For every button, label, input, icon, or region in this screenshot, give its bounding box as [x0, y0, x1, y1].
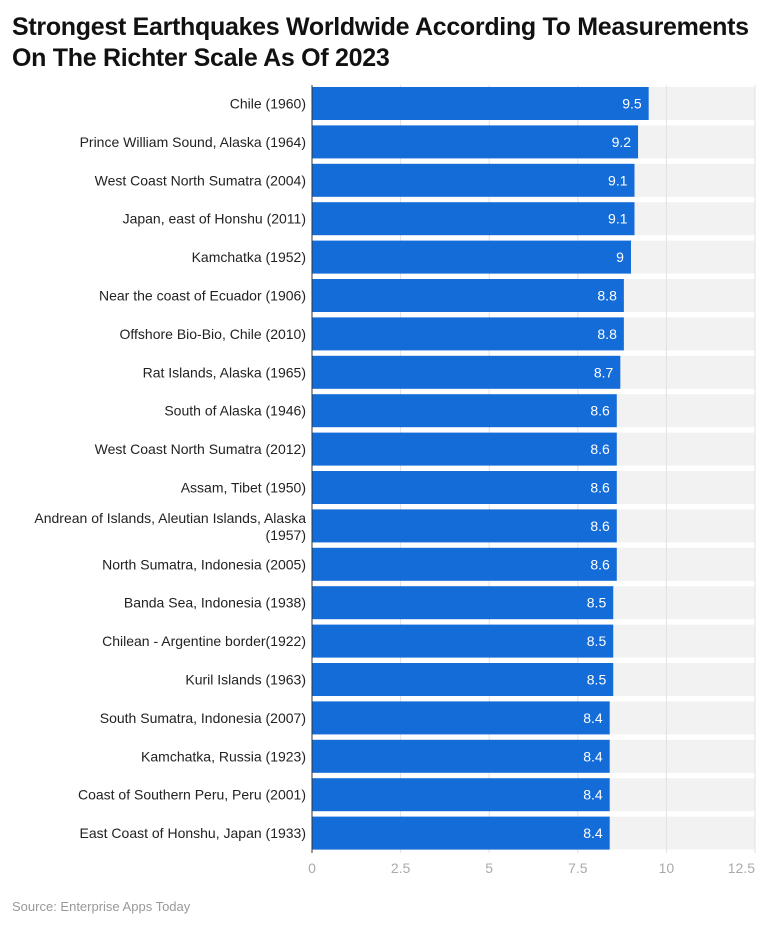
data-label: 8.4	[583, 710, 603, 726]
data-label: 8.6	[590, 518, 610, 534]
category-label: North Sumatra, Indonesia (2005)	[102, 556, 306, 572]
category-label: Chile (1960)	[230, 96, 306, 112]
category-label: Banda Sea, Indonesia (1938)	[124, 595, 306, 611]
data-label: 8.8	[597, 288, 617, 304]
bar	[312, 163, 635, 197]
bar	[312, 816, 610, 850]
source-note: Source: Enterprise Apps Today	[12, 899, 191, 914]
bar	[312, 125, 639, 159]
data-label: 8.6	[590, 480, 610, 496]
category-label: East Coast of Honshu, Japan (1933)	[80, 825, 306, 841]
bar	[312, 355, 621, 389]
data-label: 8.5	[587, 595, 607, 611]
category-label: Near the coast of Ecuador (1906)	[99, 288, 306, 304]
bar	[312, 87, 649, 120]
data-label: 8.5	[587, 633, 607, 649]
data-label: 9.1	[608, 172, 628, 188]
category-label: Andrean of Islands, Aleutian Islands, Al…	[34, 510, 306, 543]
chart-title: Strongest Earthquakes Worldwide Accordin…	[12, 13, 749, 72]
bar	[312, 663, 614, 696]
data-label: 9.5	[622, 96, 642, 112]
data-label: 8.4	[583, 748, 603, 764]
category-label: Kamchatka (1952)	[192, 249, 306, 265]
category-label: Prince William Sound, Alaska (1964)	[80, 134, 306, 150]
category-label: West Coast North Sumatra (2004)	[95, 172, 306, 188]
x-tick-label: 12.5	[728, 860, 755, 876]
bar	[312, 240, 631, 274]
category-label: Rat Islands, Alaska (1965)	[143, 364, 306, 380]
data-label: 8.6	[590, 556, 610, 572]
bar	[312, 624, 614, 658]
x-tick-label: 5	[485, 860, 493, 876]
category-label: Offshore Bio-Bio, Chile (2010)	[120, 326, 307, 342]
bar	[312, 432, 617, 466]
category-label: Kuril Islands (1963)	[185, 672, 306, 688]
data-label: 8.8	[597, 326, 617, 342]
data-label: 8.5	[587, 672, 607, 688]
category-label: South Sumatra, Indonesia (2007)	[100, 710, 306, 726]
bar	[312, 509, 617, 543]
x-tick-label: 10	[659, 860, 675, 876]
bar	[312, 317, 624, 351]
x-tick-label: 2.5	[391, 860, 411, 876]
data-label: 8.4	[583, 787, 603, 803]
bar	[312, 547, 617, 581]
bar	[312, 701, 610, 735]
x-tick-label: 0	[308, 860, 316, 876]
data-label: 8.7	[594, 364, 614, 380]
category-label: Japan, east of Honshu (2011)	[123, 211, 306, 227]
bar	[312, 202, 635, 236]
category-label: Chilean - Argentine border(1922)	[102, 633, 306, 649]
category-label: Coast of Southern Peru, Peru (2001)	[78, 787, 306, 803]
data-label: 8.6	[590, 403, 610, 419]
x-tick-label: 7.5	[568, 860, 588, 876]
bar	[312, 778, 610, 812]
data-label: 9.2	[612, 134, 632, 150]
data-label: 8.4	[583, 825, 603, 841]
data-label: 9	[616, 249, 624, 265]
category-label: South of Alaska (1946)	[164, 403, 306, 419]
bar	[312, 279, 624, 312]
bar	[312, 394, 617, 428]
category-label: Kamchatka, Russia (1923)	[141, 748, 306, 764]
bar	[312, 471, 617, 504]
bar	[312, 739, 610, 773]
bar	[312, 586, 614, 620]
data-label: 8.6	[590, 441, 610, 457]
data-label: 9.1	[608, 211, 628, 227]
category-label: West Coast North Sumatra (2012)	[95, 441, 306, 457]
category-label: Assam, Tibet (1950)	[181, 480, 306, 496]
